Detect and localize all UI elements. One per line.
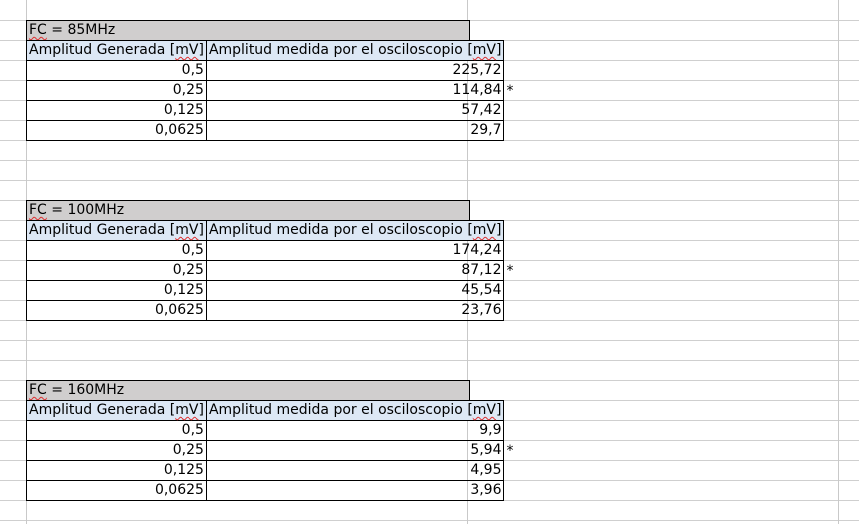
cell-medida-value: 87,12 <box>461 262 502 278</box>
cell-medida[interactable]: 114,84 * <box>205 80 513 101</box>
table-row: 0,125 57,42 <box>26 100 505 121</box>
header-text: ] <box>496 222 502 238</box>
header-text: ] <box>496 42 502 58</box>
header-text: Amplitud Generada [ <box>29 42 176 58</box>
cell-medida[interactable]: 4,95 <box>205 460 505 481</box>
header-unit: mV <box>472 42 497 58</box>
cell-medida-value: 225,72 <box>452 62 502 78</box>
cell-medida-value: 3,96 <box>470 482 502 498</box>
header-text: Amplitud medida por el osciloscopio [ <box>208 222 473 238</box>
cell-generada[interactable]: 0,0625 <box>26 300 207 321</box>
block-title-cell[interactable]: FC = 100MHz <box>26 200 470 221</box>
header-amplitud-medida[interactable]: Amplitud medida por el osciloscopio [mV] <box>205 220 505 241</box>
block-title-cell[interactable]: FC = 85MHz <box>26 20 470 41</box>
cell-generada[interactable]: 0,0625 <box>26 120 207 141</box>
table-row: 0,5 9,9 <box>26 420 505 441</box>
table-row: 0,5 225,72 <box>26 60 505 81</box>
table-header-row: Amplitud Generada [mV] Amplitud medida p… <box>26 400 505 421</box>
amplitude-table: Amplitud Generada [mV] Amplitud medida p… <box>26 220 513 321</box>
row-mark: * <box>506 263 514 279</box>
amplitude-table: Amplitud Generada [mV] Amplitud medida p… <box>26 400 513 501</box>
cell-generada[interactable]: 0,25 <box>26 80 207 101</box>
table-header-row: Amplitud Generada [mV] Amplitud medida p… <box>26 220 505 241</box>
cell-medida[interactable]: 3,96 <box>205 480 505 501</box>
header-unit: mV <box>175 42 199 58</box>
cell-generada[interactable]: 0,5 <box>26 60 207 81</box>
cell-medida-value: 4,95 <box>470 462 502 478</box>
cell-medida[interactable]: 174,24 <box>205 240 505 261</box>
cell-generada[interactable]: 0,125 <box>26 460 207 481</box>
cell-medida-value: 29,7 <box>470 122 502 138</box>
cell-medida[interactable]: 87,12 * <box>205 260 513 281</box>
cell-generada[interactable]: 0,0625 <box>26 480 207 501</box>
row-mark: * <box>506 443 514 459</box>
cell-generada[interactable]: 0,25 <box>26 440 207 461</box>
table-row: 0,25 87,12 * <box>26 260 513 281</box>
table-row: 0,0625 3,96 <box>26 480 505 501</box>
block-title-cell[interactable]: FC = 160MHz <box>26 380 470 401</box>
header-text: Amplitud Generada [ <box>29 222 176 238</box>
header-unit: mV <box>175 402 199 418</box>
header-amplitud-medida[interactable]: Amplitud medida por el osciloscopio [mV] <box>205 400 505 421</box>
cell-medida-value: 45,54 <box>461 282 502 298</box>
cell-medida[interactable]: 29,7 <box>205 120 505 141</box>
title-rest: = 100MHz <box>46 202 125 218</box>
table-row: 0,0625 29,7 <box>26 120 505 141</box>
header-text: ] <box>496 402 502 418</box>
header-text: ] <box>198 402 204 418</box>
header-unit: mV <box>472 222 497 238</box>
title-rest: = 160MHz <box>46 382 125 398</box>
header-text: Amplitud medida por el osciloscopio [ <box>208 42 473 58</box>
cell-medida[interactable]: 5,94 * <box>205 440 513 461</box>
cell-medida[interactable]: 23,76 <box>205 300 505 321</box>
cell-medida-value: 23,76 <box>461 302 502 318</box>
table-row: 0,125 45,54 <box>26 280 505 301</box>
cell-medida[interactable]: 225,72 <box>205 60 505 81</box>
cell-medida-value: 174,24 <box>452 242 502 258</box>
header-unit: mV <box>472 402 497 418</box>
title-prefix: FC <box>29 202 47 218</box>
cell-generada[interactable]: 0,125 <box>26 100 207 121</box>
table-header-row: Amplitud Generada [mV] Amplitud medida p… <box>26 40 505 61</box>
cell-generada[interactable]: 0,25 <box>26 260 207 281</box>
header-text: Amplitud Generada [ <box>29 402 176 418</box>
cell-medida[interactable]: 57,42 <box>205 100 505 121</box>
table-row: 0,25 5,94 * <box>26 440 513 461</box>
table-row: 0,0625 23,76 <box>26 300 505 321</box>
title-prefix: FC <box>29 22 47 38</box>
cell-generada[interactable]: 0,125 <box>26 280 207 301</box>
header-amplitud-generada[interactable]: Amplitud Generada [mV] <box>26 400 207 421</box>
cell-medida-value: 57,42 <box>461 102 502 118</box>
header-text: ] <box>198 222 204 238</box>
cell-generada[interactable]: 0,5 <box>26 240 207 261</box>
cell-medida-value: 114,84 <box>452 82 502 98</box>
amplitude-table: Amplitud Generada [mV] Amplitud medida p… <box>26 40 513 141</box>
header-amplitud-generada[interactable]: Amplitud Generada [mV] <box>26 220 207 241</box>
cell-medida[interactable]: 45,54 <box>205 280 505 301</box>
row-mark: * <box>506 83 514 99</box>
cell-medida-value: 9,9 <box>479 422 502 438</box>
cell-medida[interactable]: 9,9 <box>205 420 505 441</box>
header-unit: mV <box>175 222 199 238</box>
cell-generada[interactable]: 0,5 <box>26 420 207 441</box>
title-rest: = 85MHz <box>46 22 116 38</box>
table-row: 0,125 4,95 <box>26 460 505 481</box>
title-prefix: FC <box>29 382 47 398</box>
header-amplitud-medida[interactable]: Amplitud medida por el osciloscopio [mV] <box>205 40 505 61</box>
header-text: ] <box>198 42 204 58</box>
cell-medida-value: 5,94 <box>470 442 502 458</box>
header-amplitud-generada[interactable]: Amplitud Generada [mV] <box>26 40 207 61</box>
table-row: 0,25 114,84 * <box>26 80 513 101</box>
table-row: 0,5 174,24 <box>26 240 505 261</box>
header-text: Amplitud medida por el osciloscopio [ <box>208 402 473 418</box>
